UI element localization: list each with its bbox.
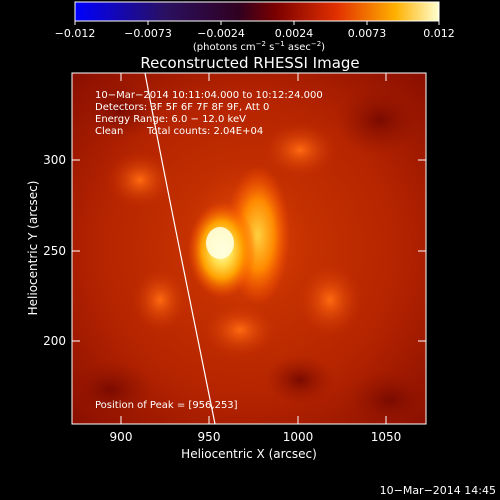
- x-tick-label: 1050: [371, 430, 402, 444]
- info-energy-range: Energy Range: 6.0 − 12.0 keV: [95, 114, 246, 125]
- y-axis-ticks: [72, 159, 426, 342]
- x-axis-ticks: [120, 73, 387, 424]
- info-peak-position: Position of Peak = [956,253]: [95, 400, 238, 411]
- info-detectors: Detectors: 3F 5F 6F 7F 8F 9F, Att 0: [95, 102, 269, 113]
- colorbar-tick-label: −0.012: [55, 27, 96, 40]
- solar-limb-curve: [144, 73, 216, 424]
- colorbar-tick-label: 0.0024: [275, 27, 314, 40]
- colorbar-unit-label: (photons cm−2 s−1 asec−2): [193, 40, 325, 53]
- x-axis-label: Heliocentric X (arcsec): [181, 447, 317, 461]
- y-axis-label: Heliocentric Y (arcsec): [26, 181, 40, 316]
- plot-title: Reconstructed RHESSI Image: [140, 54, 359, 72]
- info-time-range: 10−Mar−2014 10:11:04.000 to 10:12:24.000: [95, 90, 323, 101]
- colorbar: [74, 1, 440, 22]
- colorbar-tick-label: −0.0024: [197, 27, 245, 40]
- x-tick-label: 950: [198, 430, 221, 444]
- y-tick-label: 300: [43, 153, 66, 167]
- x-tick-label: 1000: [283, 430, 314, 444]
- x-tick-label: 900: [110, 430, 133, 444]
- rhessi-image: [72, 73, 426, 424]
- colorbar-tick-label: −0.0073: [124, 27, 172, 40]
- info-total-counts: Total counts: 2.04E+04: [146, 126, 263, 137]
- info-clean-method: Clean: [95, 126, 123, 137]
- footer-timestamp: 10−Mar−2014 14:45: [380, 484, 496, 497]
- y-tick-label: 250: [43, 244, 66, 258]
- colorbar-ticks: [74, 21, 440, 25]
- colorbar-tick-label: 0.012: [423, 27, 455, 40]
- y-tick-label: 200: [43, 334, 66, 348]
- colorbar-tick-label: 0.0073: [348, 27, 387, 40]
- plot-frame: [71, 72, 427, 425]
